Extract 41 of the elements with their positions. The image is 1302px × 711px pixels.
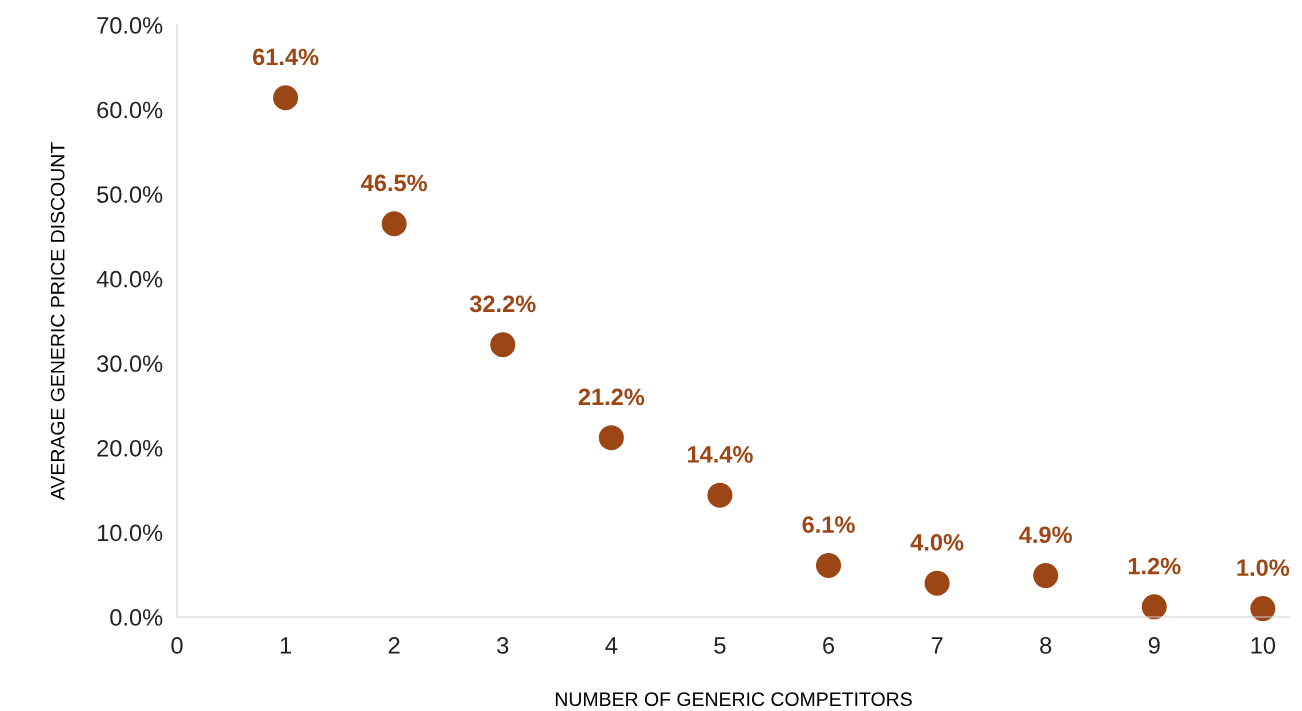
point (924, 570, 950, 596)
point (273, 85, 299, 111)
x-tick-label: 1 (280, 637, 291, 654)
x-tick-label: 2 (388, 637, 400, 654)
data-label: 46.5% (361, 174, 428, 192)
x-tick-label: 10 (1251, 637, 1276, 654)
x-tick-label: 6 (823, 637, 835, 654)
data-label: 6.1% (802, 516, 855, 533)
point (1250, 596, 1276, 622)
data-label: 1.2% (1128, 557, 1181, 575)
data-label: 4.0% (910, 534, 964, 551)
y-axis-title: AVERAGE GENERIC PRICE DISCOUNT (50, 142, 65, 501)
point (490, 332, 516, 358)
point (1033, 563, 1059, 589)
y-tick-label: 30.0% (97, 355, 163, 373)
y-tick-label: 60.0% (97, 101, 163, 119)
x-tick-label: 3 (497, 637, 509, 654)
y-tick-label: 50.0% (97, 186, 163, 203)
data-label: 4.9% (1019, 526, 1072, 544)
point (598, 425, 624, 451)
x-tick-label: 0 (171, 637, 183, 654)
data-label: 14.4% (687, 446, 753, 463)
x-tick-label: 8 (1040, 637, 1052, 654)
y-tick-label: 20.0% (97, 439, 163, 457)
data-label: 61.4% (252, 48, 319, 66)
point (816, 552, 842, 578)
point (707, 482, 733, 508)
point (381, 211, 407, 237)
data-label: 1.0% (1237, 559, 1290, 577)
x-tick-label: 7 (931, 637, 943, 654)
y-tick-label: 70.0% (97, 17, 163, 34)
x-axis-title: NUMBER OF GENERIC COMPETITORS (555, 692, 912, 707)
y-tick-label: 10.0% (97, 524, 163, 542)
data-label: 32.2% (469, 295, 536, 313)
x-tick-label: 9 (1148, 637, 1160, 654)
x-tick-label: 4 (605, 637, 618, 654)
x-tick-label: 5 (714, 637, 726, 654)
y-tick-label: 40.0% (96, 270, 163, 288)
y-tick-label: 0.0% (110, 609, 163, 626)
point (1141, 594, 1167, 620)
data-label: 21.2% (578, 388, 645, 406)
